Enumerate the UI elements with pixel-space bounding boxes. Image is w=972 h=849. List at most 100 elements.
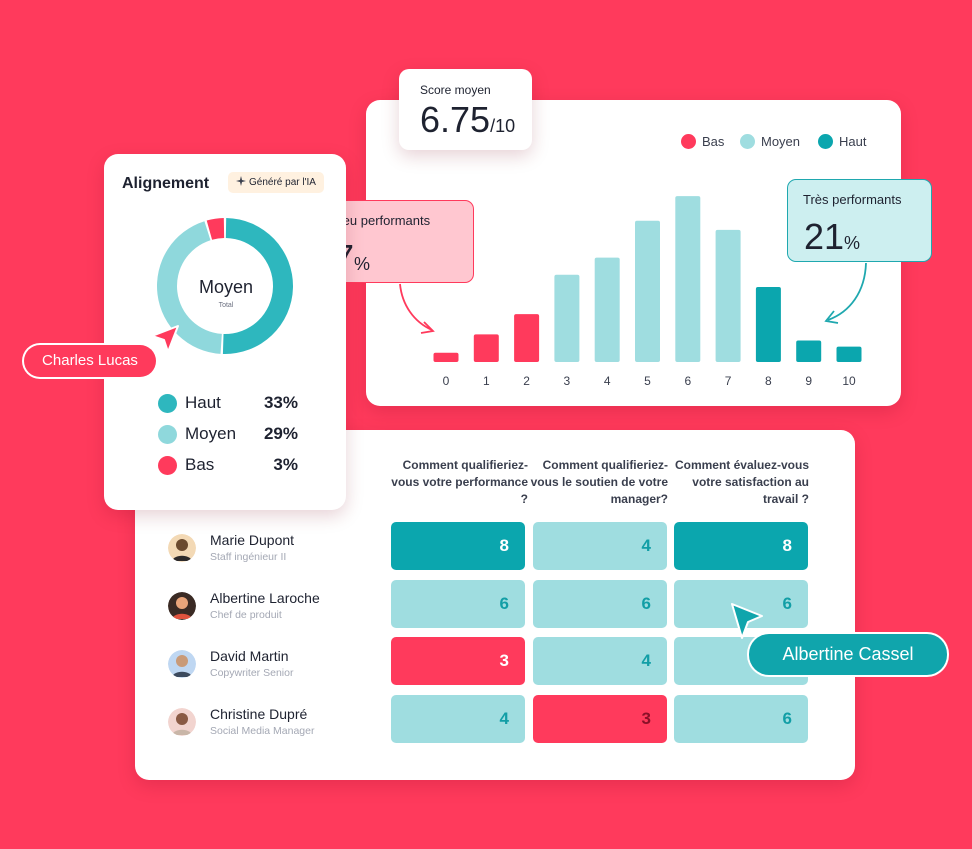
callout-unit: % — [354, 254, 371, 274]
x-tick-label: 5 — [644, 374, 651, 388]
bar-5[interactable] — [635, 220, 660, 362]
x-tick-label: 9 — [805, 374, 812, 388]
stat-percent: 29% — [263, 424, 298, 443]
legend-dot — [740, 134, 755, 149]
low-performers-callout: Peu performants 7% — [324, 200, 474, 283]
callout-value: 21 — [804, 216, 845, 257]
table-row[interactable]: Christine Dupré Social Media Manager — [168, 706, 388, 748]
score-cell[interactable]: 8 — [391, 522, 525, 570]
stat-label: Moyen — [185, 424, 237, 443]
arrow-high — [827, 262, 867, 321]
score-cell[interactable]: 8 — [674, 522, 808, 570]
table-row[interactable]: Marie Dupont Staff ingénieur II — [168, 532, 388, 574]
bar-6[interactable] — [675, 196, 701, 362]
donut-center-sublabel: Total — [218, 302, 234, 309]
stat-dot — [158, 456, 177, 475]
donut-center-label: Moyen — [198, 277, 254, 297]
legend-label: Moyen — [761, 134, 801, 149]
question-header-satisfaction: Comment évaluez-vous votre satisfaction … — [674, 458, 809, 506]
callout-unit: % — [844, 233, 861, 253]
bar-4[interactable] — [594, 257, 620, 362]
stat-label: Haut — [185, 393, 221, 412]
bar-10[interactable] — [836, 346, 862, 362]
sparkle-icon — [236, 176, 246, 186]
bar-7[interactable] — [715, 229, 741, 362]
bar-1[interactable] — [473, 334, 499, 362]
score-cell[interactable]: 4 — [533, 637, 667, 685]
x-tick-label: 4 — [604, 374, 611, 388]
arrow-low-head — [420, 321, 435, 334]
stat-percent: 33% — [263, 393, 298, 412]
score-value-wrap: 6.75/10 — [420, 99, 515, 141]
stat-dot — [158, 425, 177, 444]
table-row[interactable]: David Martin Copywriter Senior — [168, 648, 388, 690]
donut-segment-moyen[interactable] — [156, 221, 222, 354]
bar-3[interactable] — [554, 274, 580, 362]
avatar — [168, 708, 196, 736]
table-row[interactable]: Albertine Laroche Chef de produit — [168, 590, 388, 632]
x-tick-label: 2 — [523, 374, 530, 388]
person-role: Social Media Manager — [210, 725, 315, 737]
average-score-card: Score moyen 6.75/10 — [399, 69, 532, 150]
x-tick-label: 7 — [725, 374, 732, 388]
legend-dot — [818, 134, 833, 149]
high-performers-callout: Très performants 21% — [787, 179, 932, 262]
x-tick-label: 8 — [765, 374, 772, 388]
callout-value-wrap: 21% — [804, 216, 860, 258]
cursor-pointer-icon — [151, 325, 179, 353]
x-tick-label: 10 — [842, 374, 856, 388]
person-role: Copywriter Senior — [210, 667, 294, 679]
bar-2[interactable] — [514, 314, 540, 362]
person-name: Christine Dupré — [210, 706, 308, 722]
stat-label: Bas — [185, 455, 215, 474]
collaborator-cursor-label: Charles Lucas — [24, 345, 156, 377]
legend-label: Haut — [839, 134, 867, 149]
bar-8[interactable] — [755, 287, 781, 362]
badge-label: Généré par l'IA — [249, 177, 316, 188]
score-cell[interactable]: 4 — [533, 522, 667, 570]
question-header-manager: Comment qualifieriez-vous le soutien de … — [530, 458, 668, 506]
stat-row-haut: Haut 33% — [158, 392, 298, 416]
alignment-donut-chart — [156, 218, 293, 354]
avatar — [168, 650, 196, 678]
score-cell[interactable]: 4 — [391, 695, 525, 743]
x-tick-label: 6 — [684, 374, 691, 388]
x-tick-label: 1 — [483, 374, 490, 388]
avatar — [168, 534, 196, 562]
legend-dot — [681, 134, 696, 149]
score-cell[interactable]: 3 — [391, 637, 525, 685]
score-value: 6.75 — [420, 99, 491, 140]
callout-title: Très performants — [803, 192, 902, 207]
arrow-low — [399, 283, 433, 331]
stat-row-bas: Bas 3% — [158, 454, 298, 478]
stat-dot — [158, 394, 177, 413]
donut-segment-haut[interactable] — [222, 218, 293, 354]
person-name: Marie Dupont — [210, 532, 295, 548]
bar-9[interactable] — [796, 340, 822, 363]
donut-segment-bas[interactable] — [206, 218, 225, 240]
alignment-card: Alignement Généré par l'IA Moyen Total H… — [104, 154, 346, 510]
person-role: Chef de produit — [210, 609, 282, 621]
score-cell[interactable]: 6 — [391, 580, 525, 628]
legend-item-bas[interactable]: Bas — [681, 134, 724, 149]
person-name: Albertine Laroche — [210, 590, 320, 606]
x-tick-label: 0 — [443, 374, 450, 388]
person-role: Staff ingénieur II — [210, 551, 287, 563]
score-cell[interactable]: 6 — [533, 580, 667, 628]
score-suffix: /10 — [490, 116, 516, 136]
alignment-title: Alignement — [122, 175, 210, 192]
legend-label: Bas — [702, 134, 725, 149]
cursor-pointer-icon — [731, 603, 763, 639]
bar-chart: 0 1 2 3 4 5 6 7 8 9 10 — [433, 196, 862, 388]
bar-0[interactable] — [433, 352, 459, 362]
score-cell[interactable]: 3 — [533, 695, 667, 743]
collaborator-cursor-label: Albertine Cassel — [749, 634, 947, 675]
score-label: Score moyen — [420, 83, 491, 97]
avatar — [168, 592, 196, 620]
score-cell[interactable]: 6 — [674, 695, 808, 743]
arrow-high-head — [824, 310, 839, 324]
legend-item-haut[interactable]: Haut — [818, 134, 866, 149]
legend-item-moyen[interactable]: Moyen — [740, 134, 800, 149]
x-tick-label: 3 — [564, 374, 571, 388]
